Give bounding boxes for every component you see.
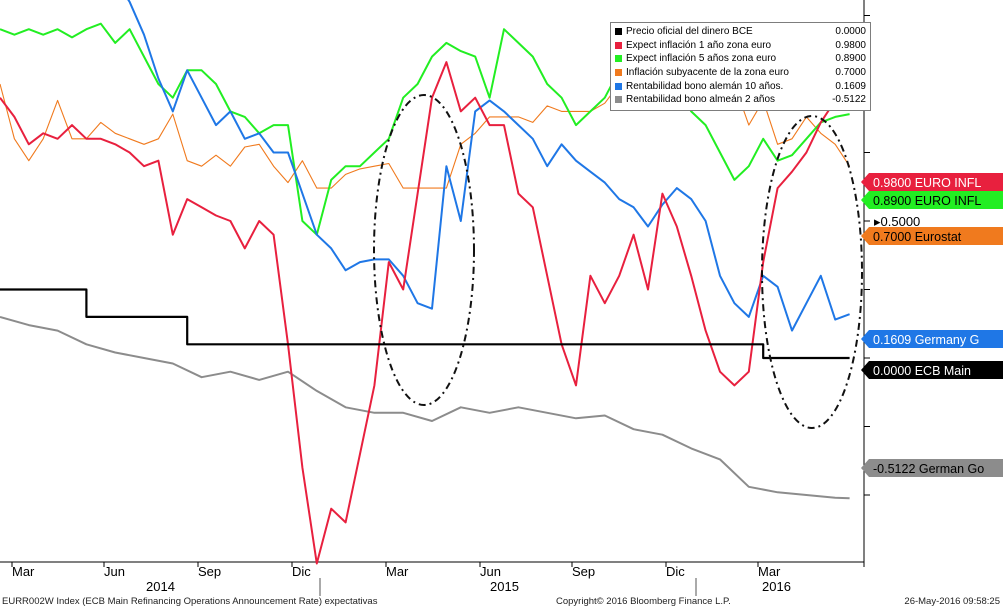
highlight-ellipse-2015	[373, 94, 475, 406]
value-tag-label: -0.5122 German Go	[873, 462, 984, 476]
value-tag-label: 0.8900 EURO INFL	[873, 194, 981, 208]
x-tick-label: Sep	[572, 564, 595, 579]
legend-value: 0.0000	[835, 26, 866, 38]
year-label: 2015	[490, 579, 519, 594]
value-tag-label: 0.9800 EURO INFL	[873, 176, 981, 190]
legend-value: 0.8900	[835, 53, 866, 65]
legend-swatch	[615, 28, 622, 36]
x-tick-label: Dic	[666, 564, 685, 579]
legend-entry-bund10: Rentabilidad bono alemán 10 años. 0.1609	[615, 79, 866, 93]
legend-value: 0.9800	[835, 39, 866, 51]
chart-legend: Precio oficial del dinero BCE 0.0000 Exp…	[610, 22, 871, 111]
legend-label: Inflación subyacente de la zona euro	[626, 67, 789, 79]
value-tag	[861, 330, 1003, 348]
value-tag	[861, 191, 1003, 209]
legend-value: 0.1609	[835, 80, 866, 92]
legend-swatch	[615, 55, 622, 63]
x-tick-label: Mar	[12, 564, 35, 579]
legend-entry-schatz2: Rentabilidad bono almeán 2 años -0.5122	[615, 93, 866, 107]
legend-label: Precio oficial del dinero BCE	[626, 26, 753, 38]
series-line-ecb	[0, 288, 850, 360]
legend-entry-infl1: Expect inflación 1 año zona euro 0.9800	[615, 39, 866, 53]
legend-value: -0.5122	[832, 94, 866, 106]
legend-swatch	[615, 96, 622, 104]
footer-copyright: Copyright© 2016 Bloomberg Finance L.P.	[556, 596, 731, 607]
legend-swatch	[615, 69, 622, 77]
x-tick-label: Dic	[292, 564, 311, 579]
legend-swatch	[615, 82, 622, 90]
year-label: 2014	[146, 579, 175, 594]
series-line-infl5	[0, 22, 850, 236]
value-tag-label: 0.1609 Germany G	[873, 333, 979, 347]
legend-entry-ecb: Precio oficial del dinero BCE 0.0000	[615, 25, 866, 39]
x-tick-label: Jun	[104, 564, 125, 579]
year-label: 2016	[762, 579, 791, 594]
value-tag-label: 0.0000 ECB Main	[873, 364, 971, 378]
legend-value: 0.7000	[835, 67, 866, 79]
value-tag	[861, 173, 1003, 191]
legend-label: Expect inflación 5 años zona euro	[626, 53, 777, 65]
footer-source: EURR002W Index (ECB Main Refinancing Ope…	[2, 596, 378, 607]
value-tag	[861, 227, 1003, 245]
series-line-infl1	[0, 61, 851, 565]
y-tick-label: ▸0.5000	[874, 214, 920, 229]
legend-label: Rentabilidad bono alemán 10 años.	[626, 80, 784, 92]
x-tick-label: Mar	[386, 564, 409, 579]
highlight-ellipse-2016	[761, 115, 863, 429]
value-tag	[861, 361, 1003, 379]
value-tag-label: 0.7000 Eurostat	[873, 230, 962, 244]
legend-label: Expect inflación 1 año zona euro	[626, 39, 772, 51]
legend-label: Rentabilidad bono almeán 2 años	[626, 94, 775, 106]
series-line-bund10	[127, 0, 850, 332]
x-tick-label: Sep	[198, 564, 221, 579]
x-tick-label: Jun	[480, 564, 501, 579]
legend-swatch	[615, 41, 622, 49]
footer-timestamp: 26-May-2016 09:58:25	[904, 596, 1000, 607]
legend-entry-infl5: Expect inflación 5 años zona euro 0.8900	[615, 52, 866, 66]
value-tag	[861, 459, 1003, 477]
series-line-schatz2	[0, 315, 850, 500]
legend-entry-core: Inflación subyacente de la zona euro 0.7…	[615, 66, 866, 80]
x-tick-label: Mar	[758, 564, 781, 579]
